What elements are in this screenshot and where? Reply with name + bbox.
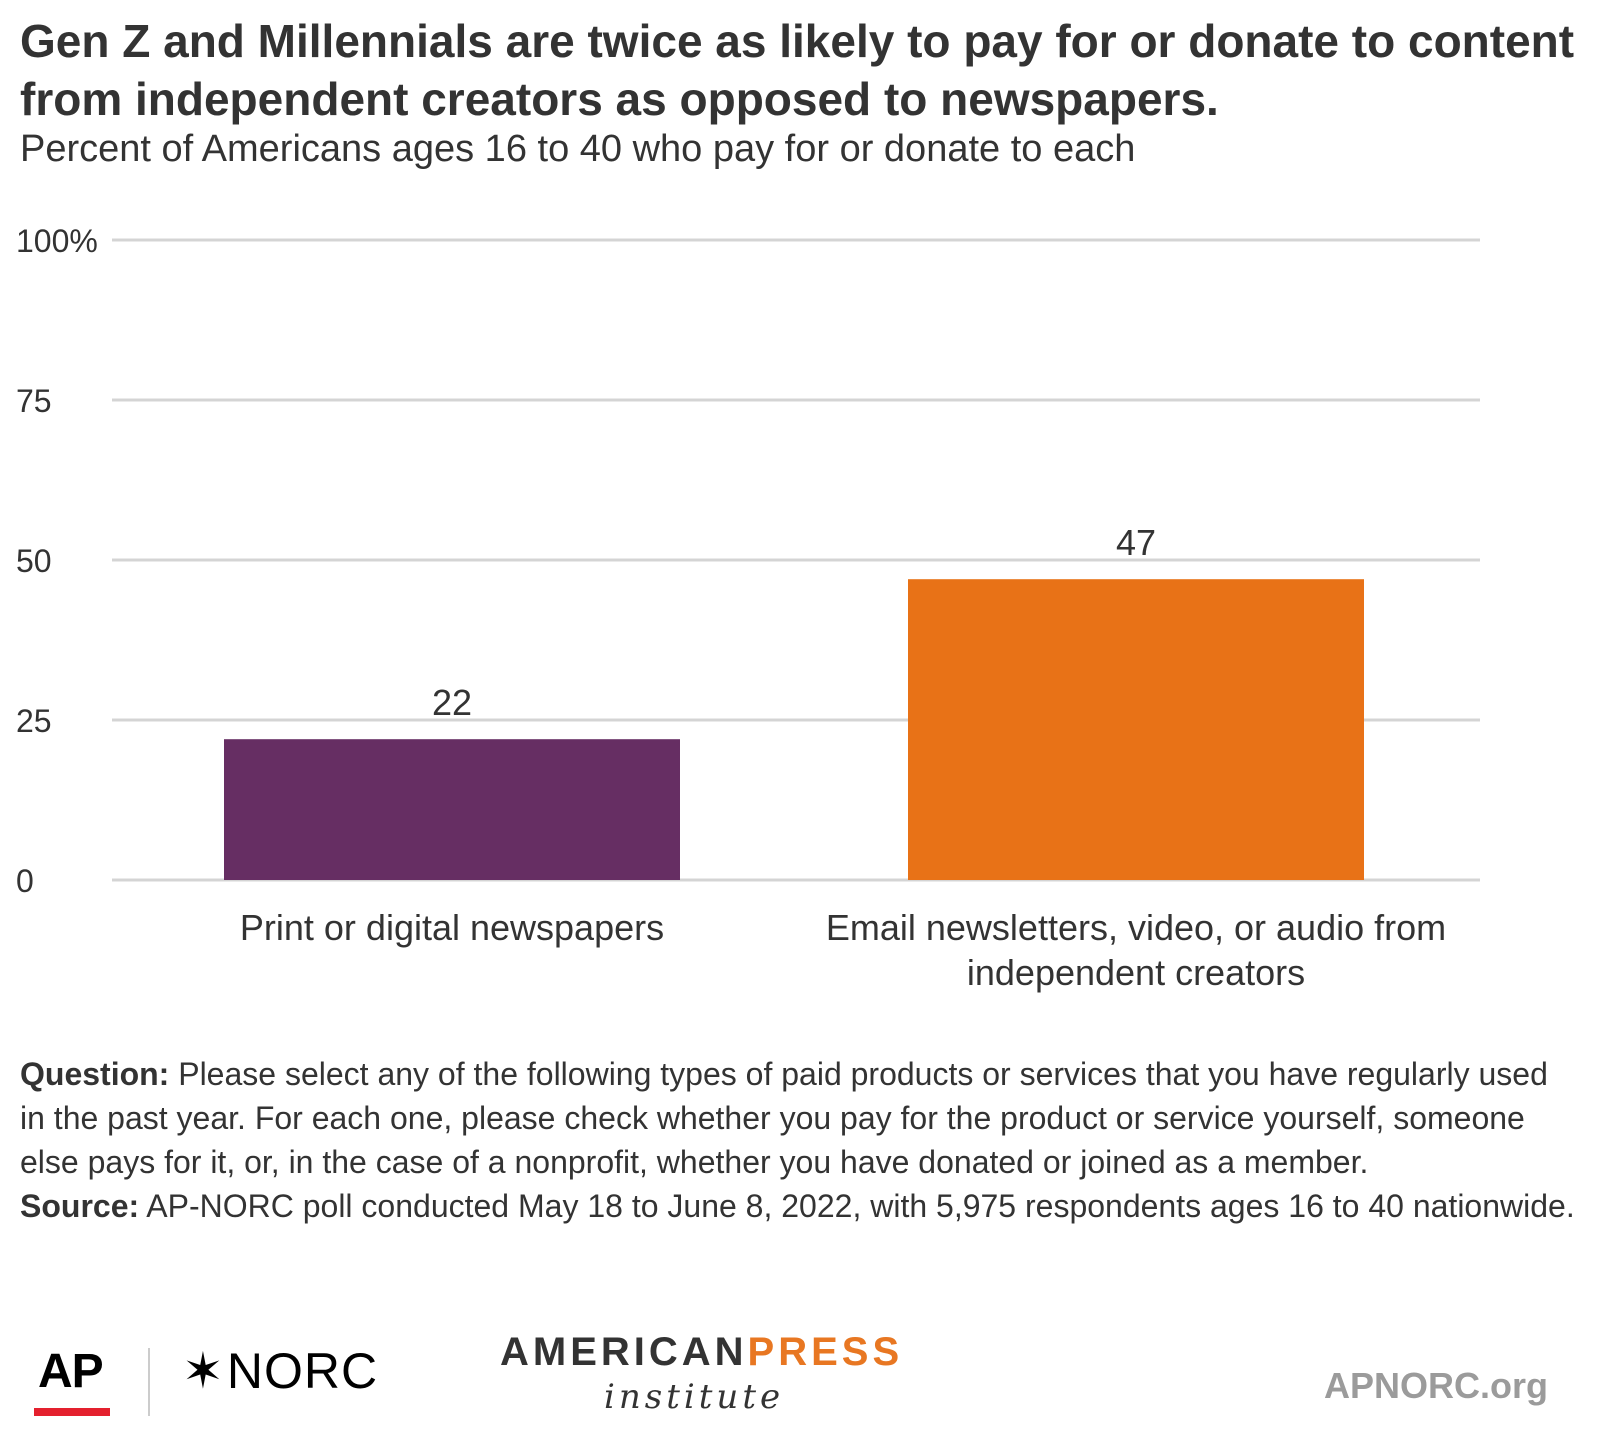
api-american-text: AMERICAN [500,1330,748,1374]
bar [908,579,1364,880]
question-note: Question: Please select any of the follo… [20,1052,1580,1184]
y-tick-label: 100% [16,223,98,259]
bar-chart: 0 25 50 75 100% 22 47 Print or digital newspa… [16,223,1480,993]
source-text: AP-NORC poll conducted May 18 to June 8,… [139,1188,1575,1224]
x-category-label: Print or digital newspapers [240,907,664,948]
ap-logo: AP [38,1345,104,1398]
norc-logo-text: NORC [226,1343,379,1399]
norc-logo: ✶NORC [182,1346,378,1396]
source-note: Source: AP-NORC poll conducted May 18 to… [20,1184,1580,1228]
question-text: Please select any of the following types… [20,1056,1548,1180]
y-axis-ticks: 0 25 50 75 100% [16,223,98,899]
data-labels: 22 47 [432,522,1156,723]
ap-logo-underline [34,1408,110,1416]
norc-star-icon: ✶ [182,1343,225,1399]
x-axis-categories: Print or digital newspapers Email newslet… [240,907,1446,993]
source-label: Source: [20,1188,140,1224]
data-label: 22 [432,682,472,723]
data-label: 47 [1116,522,1156,563]
question-label: Question: [20,1056,170,1092]
y-tick-label: 0 [16,863,34,899]
american-press-institute-logo: AMERICANPRESS institute [500,1332,900,1432]
footer: AP ✶NORC AMERICANPRESS institute APNORC.… [0,1320,1612,1436]
chart-subtitle: Percent of Americans ages 16 to 40 who p… [20,128,1136,170]
bar [224,739,680,880]
x-category-label: independent creators [967,952,1305,993]
api-press-text: PRESS [747,1330,904,1374]
y-tick-label: 25 [16,703,52,739]
chart-title: Gen Z and Millennials are twice as likel… [20,15,1575,125]
api-logo-top: AMERICANPRESS [500,1332,903,1372]
y-tick-label: 50 [16,543,52,579]
x-category-label: Email newsletters, video, or audio from [826,907,1446,948]
chart-notes: Question: Please select any of the follo… [20,1052,1580,1228]
y-tick-label: 75 [16,383,52,419]
api-institute-text: institute [604,1377,785,1417]
logo-divider [148,1348,150,1416]
bars [224,579,1364,880]
apnorc-url: APNORC.org [1324,1365,1548,1406]
